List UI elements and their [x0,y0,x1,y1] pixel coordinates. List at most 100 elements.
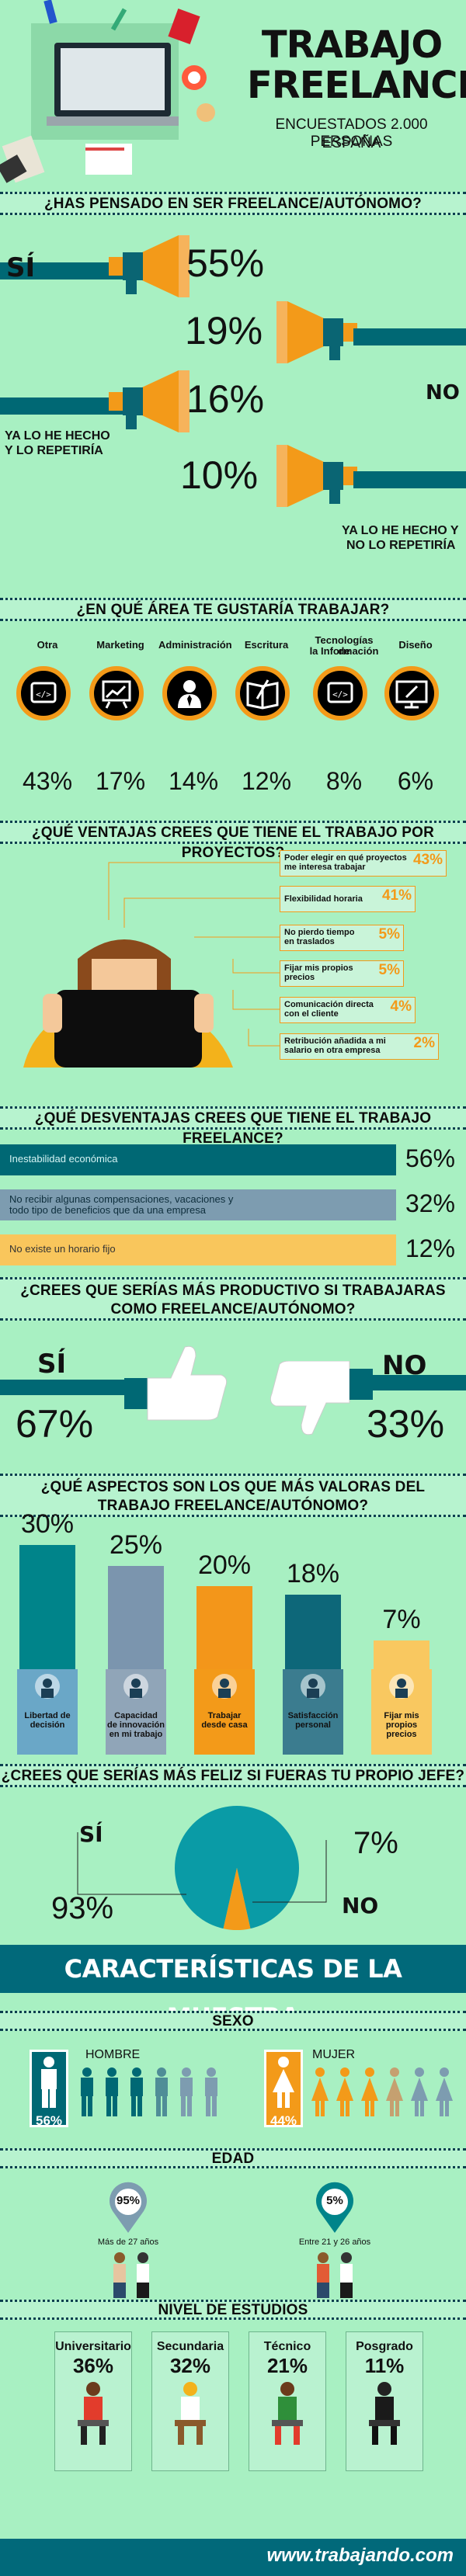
estudios-title: NIVEL DE ESTUDIOS [0,2300,466,2320]
adv-pct: 43% [412,852,443,868]
dis-bar-inestabilidad: Inestabilidad económica [0,1144,396,1175]
area-pct-administracion: 14% [168,767,219,795]
person-chair-icon [78,2382,109,2445]
location-pin-icon [316,2182,353,2233]
woman-icon [311,2067,329,2116]
q5-title-line2: COMO FREELANCE/AUTÓNOMO? [110,1301,356,1318]
aspect-label: Trabajar [207,1711,242,1720]
adv-line: Retribución añadida a mi [284,1036,386,1046]
adv-line: Comunicación directa [284,1000,374,1009]
footer: www.trabajando.com [0,2539,466,2576]
person-chair-icon [272,2382,303,2445]
adv-pct: 5% [378,962,400,978]
q3-title: ¿QUÉ VENTAJAS CREES QUE TIENE EL TRABAJO… [0,821,466,861]
q5-title: ¿CREES QUE SERÍAS MÁS PRODUCTIVO SI TRAB… [0,1277,466,1321]
q4-section: Inestabilidad económica 56% No recibir a… [0,1134,466,1273]
happiness-pie-chart [175,1806,299,1930]
area-label-escritura: Escritura [244,639,289,651]
aspect-icon-box [17,1669,78,1755]
q1-answer-no-repetiria-pct: 10% [180,453,259,497]
q7-no-label: NO [342,1893,379,1918]
q6-title-line1: ¿QUÉ ASPECTOS SON LOS QUE MÁS VALORAS DE… [40,1479,426,1495]
adv-line: con el cliente [284,1009,339,1019]
man-icon [106,2067,118,2116]
mujer-badge: 44% [264,2050,303,2128]
design-monitor-icon [384,666,439,720]
man-icon [180,2067,193,2116]
aspect-pct: 25% [109,1530,163,1560]
pie-slice-yes [175,1806,299,1929]
megaphone-icon [109,370,190,432]
q2-section: Otra Marketing Administración Escritura … [0,626,466,812]
adv-item-elegir-proyectos: Poder elegir en qué proyectos me interes… [280,850,447,877]
q1-section: SÍ 55% 19% NO 16% YA LO HE HECHO Y LO RE… [0,221,466,594]
book-icon [235,666,290,720]
woman-icon [386,2067,403,2116]
page-title-line1: TRABAJO [261,23,443,67]
q6-section: 30% Libertad de decisión 25% Capacidad de inn… [0,1509,466,1755]
aspect-icon-box [106,1669,166,1755]
person-chair-icon [175,2382,206,2445]
dis-pct-inestabilidad: 56% [405,1144,455,1172]
dis-line: todo tipo de beneficios que da una empre… [9,1204,206,1216]
q5-title-line1: ¿CREES QUE SERÍAS MÁS PRODUCTIVO SI TRAB… [20,1283,446,1299]
connector-lines [108,862,280,1047]
aspect-label: desde casa [201,1720,248,1730]
edu-pct: 36% [72,2354,114,2377]
edu-pct: 11% [364,2354,405,2377]
area-pct-otra: 43% [22,767,73,795]
thumbs-up-icon [124,1345,228,1421]
aspect-icon-box [283,1669,343,1755]
area-pct-diseno: 6% [397,767,434,795]
edu-pct: 32% [169,2354,211,2377]
edu-tecnico: Técnico 21% [249,2331,326,2471]
q1-answer-no-label: NO [426,381,460,404]
adv-pct: 4% [390,998,412,1015]
q7-title: ¿CREES QUE SERÍAS MÁS FELIZ SI FUERAS TU… [0,1764,466,1787]
megaphone-icon [276,445,357,507]
q7-no-pct: 7% [353,1826,398,1860]
area-label-marketing: Marketing [96,639,144,651]
aspect-label: de innovación [107,1720,165,1730]
edu-secundaria: Secundaria 32% [151,2331,229,2471]
svg-text:</>: </> [36,689,51,700]
woman-icon [436,2067,453,2116]
q1-title: ¿HAS PENSADO EN SER FREELANCE/AUTÓNOMO? [0,192,466,215]
pie-slice-no [223,1868,251,1930]
aspect-bar [108,1566,164,1669]
woman-icon [411,2067,428,2116]
dis-line: No recibir algunas compensaciones, vacac… [9,1193,234,1205]
dis-line: Inestabilidad económica [9,1153,118,1165]
dis-bar-compensaciones: No recibir algunas compensaciones, vacac… [0,1189,396,1220]
area-label-diseno: Diseño [398,639,433,651]
aspect-label: decisión [30,1720,65,1730]
person-chair-icon [369,2382,400,2445]
hombre-label: HOMBRE [85,2048,141,2061]
adv-pct: 41% [381,887,412,904]
dis-line: No existe un horario fijo [9,1243,116,1255]
aspect-pct: 18% [286,1559,340,1588]
desk-illustration [0,0,215,183]
mujer-label: MUJER [312,2048,356,2061]
dis-pct-horario: 12% [405,1234,455,1262]
area-label-otra: Otra [37,639,58,651]
subtitle-line1: ENCUESTADOS 2.000 PERSONAS [275,116,428,150]
man-icon [130,2067,143,2116]
adv-item-precios: Fijar mis propios precios 5% [280,960,404,987]
q3-section: Poder elegir en qué proyectos me interes… [0,850,466,1099]
edad-b-pct: 5% [326,2194,343,2207]
edad-b-label: Entre 21 y 26 años [298,2238,371,2247]
footer-brand[interactable]: www.trabajando.com [266,2545,454,2566]
q6-title-line2: TRABAJO FREELANCE/AUTÓNOMO? [97,1498,369,1514]
q5-section: SÍ 67% NO 33% [0,1324,466,1456]
aspect-label: precios [386,1730,417,1739]
edu-label: Técnico [263,2340,311,2353]
aspect-icon [212,1674,237,1699]
chart-board-icon [89,666,144,720]
aspect-label: personal [295,1720,331,1730]
q7-section: SÍ 93% 7% NO [0,1793,466,1949]
area-label-administracion: Administración [158,639,232,651]
q5-yes-label: SÍ [37,1349,67,1380]
aspect-icon [389,1674,414,1699]
q1-answer-si-label: SÍ [6,252,36,283]
